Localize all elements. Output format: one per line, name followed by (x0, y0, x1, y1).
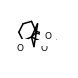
Text: O: O (17, 44, 24, 53)
Text: O: O (45, 33, 52, 41)
Text: O: O (41, 45, 48, 54)
